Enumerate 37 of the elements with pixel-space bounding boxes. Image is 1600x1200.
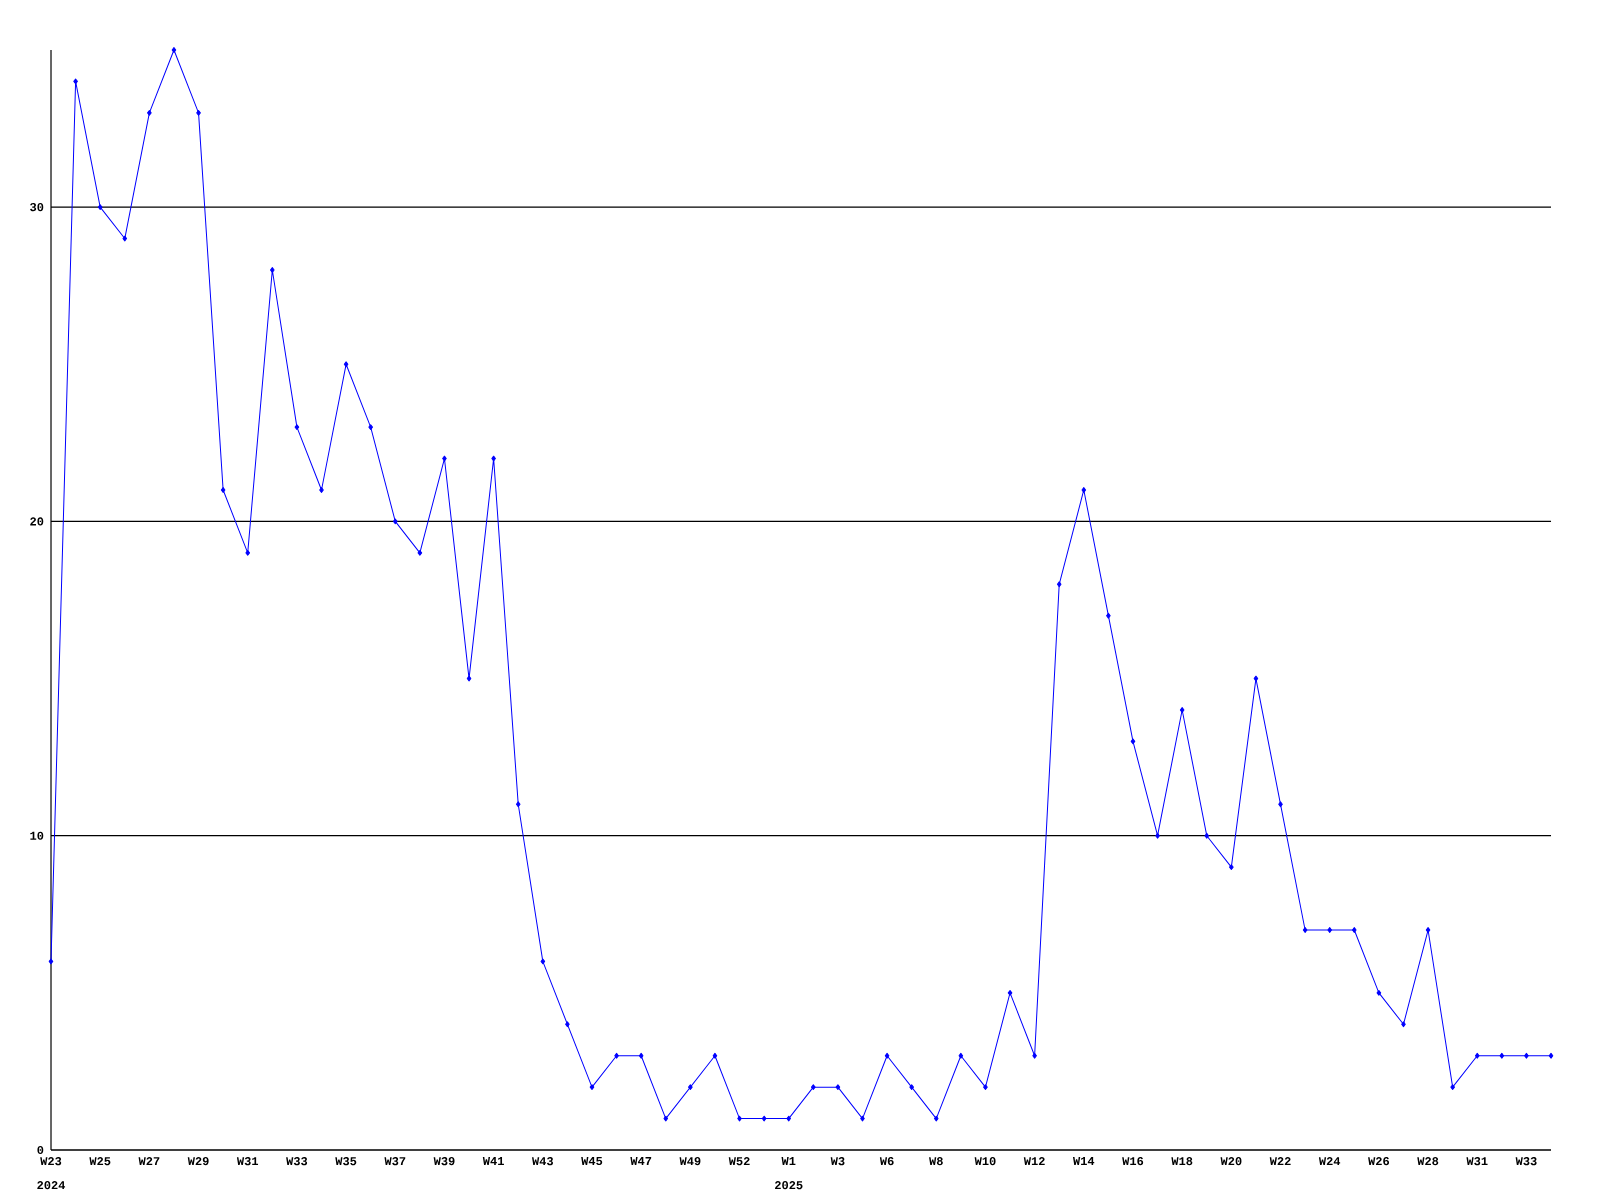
y-tick-label: 10 xyxy=(30,831,44,840)
x-tick-label: W37 xyxy=(384,1157,406,1166)
text: 2024 xyxy=(37,1181,66,1190)
x-tick-label: W29 xyxy=(187,1157,209,1166)
x-tick-label: W52 xyxy=(728,1157,750,1166)
x-tick-label: W43 xyxy=(532,1157,553,1166)
x-tick-label: W23 xyxy=(40,1157,62,1166)
text: 2025 xyxy=(775,1181,803,1190)
x-tick-label: W25 xyxy=(89,1157,111,1166)
x-tick-label: W27 xyxy=(138,1157,160,1166)
x-tick-label: W24 xyxy=(1318,1157,1341,1166)
x-tick-label: W39 xyxy=(433,1157,455,1166)
x-tick-label: W22 xyxy=(1269,1157,1291,1166)
x-tick-label: W8 xyxy=(929,1157,943,1166)
x-tick-label: W41 xyxy=(482,1157,504,1165)
x-tick-label: W18 xyxy=(1171,1157,1193,1166)
x-tick-label: W49 xyxy=(679,1157,701,1166)
x-tick-label: W28 xyxy=(1417,1157,1439,1166)
x-tick-label: W45 xyxy=(581,1157,603,1166)
x-tick-label: W3 xyxy=(830,1157,845,1166)
x-tick-label: W16 xyxy=(1122,1157,1144,1166)
x-tick-label: W10 xyxy=(974,1157,996,1166)
y-tick-label: 30 xyxy=(30,203,44,212)
x-tick-label: W47 xyxy=(630,1157,652,1165)
x-tick-label: W35 xyxy=(335,1157,357,1166)
x-tick-label: W1 xyxy=(781,1157,796,1165)
x-tick-label: W33 xyxy=(286,1157,308,1166)
x-tick-label: W6 xyxy=(879,1157,894,1166)
x-tick-label: W31 xyxy=(1466,1157,1488,1166)
x-tick-label: W20 xyxy=(1220,1157,1242,1166)
x-tick-label: W12 xyxy=(1023,1157,1045,1166)
x-tick-label: W31 xyxy=(236,1157,259,1166)
x-tick-label: W14 xyxy=(1073,1157,1095,1165)
x-tick-label: W33 xyxy=(1515,1157,1537,1166)
y-tick-label: 20 xyxy=(30,517,44,526)
y-tick-label: 0 xyxy=(37,1145,44,1155)
x-tick-label: W26 xyxy=(1368,1157,1390,1166)
